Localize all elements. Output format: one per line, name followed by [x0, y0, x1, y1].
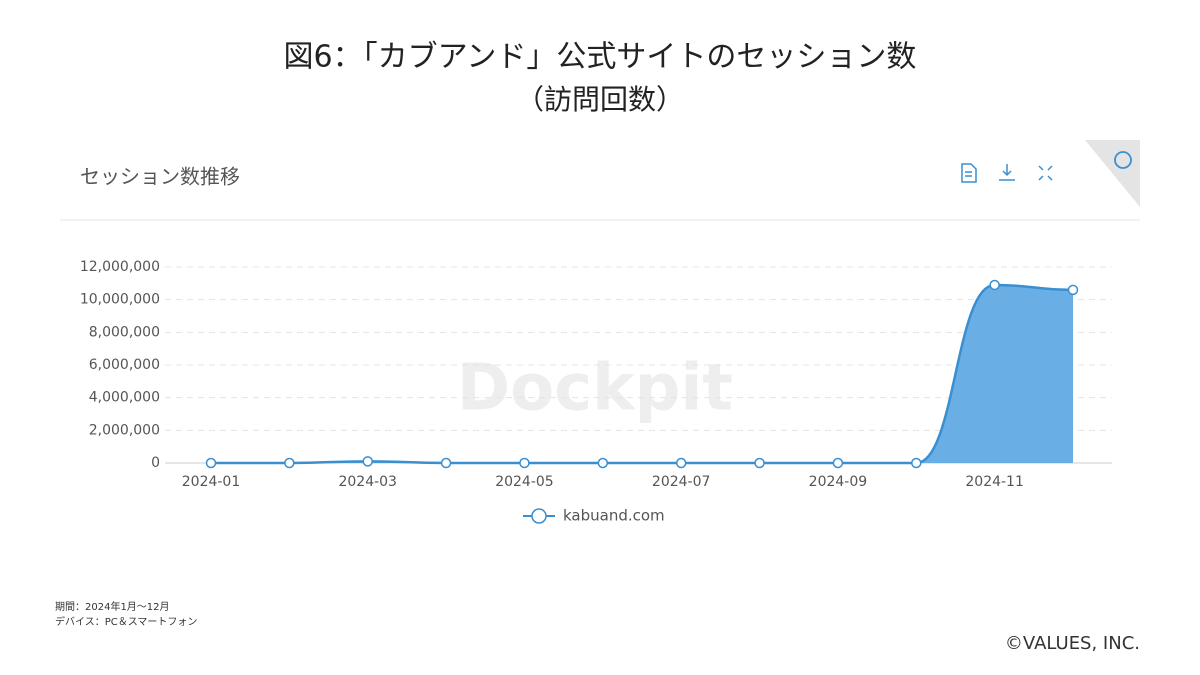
- point: [1067, 284, 1079, 296]
- y-tick-label: 0: [151, 455, 160, 471]
- y-tick-label: 4,000,000: [89, 390, 160, 406]
- note: 期間：2024年1月～12月: [55, 600, 170, 613]
- x-tick-label: 2024-09: [809, 474, 868, 490]
- subtitle: （訪問回数）: [516, 83, 684, 116]
- y-tick-label: 8,000,000: [89, 324, 160, 340]
- watermark: Dockpit: [457, 352, 733, 426]
- y-tick-label: 10,000,000: [80, 292, 160, 308]
- point: [832, 457, 844, 469]
- x-tick-label: 2024-03: [338, 474, 397, 490]
- point: [519, 457, 530, 469]
- y-tick-label: 12,000,000: [80, 259, 160, 275]
- point: [911, 457, 922, 469]
- corner-icon[interactable]: [1114, 151, 1132, 169]
- point: [205, 457, 217, 469]
- icon-report[interactable]: [961, 163, 977, 183]
- point: [440, 457, 452, 469]
- point: [754, 457, 765, 469]
- point: [989, 279, 1000, 291]
- point: [675, 457, 687, 469]
- legend-marker: [531, 508, 547, 524]
- x-tick-label: 2024-11: [965, 474, 1024, 490]
- corner: [1085, 140, 1140, 207]
- x-tick-label: 2024-01: [182, 474, 241, 490]
- area: [211, 284, 1073, 463]
- y-tick-label: 6,000,000: [89, 357, 160, 373]
- x-tick-label: 2024-07: [652, 474, 711, 490]
- point: [284, 457, 295, 469]
- toolbar: [961, 163, 1053, 183]
- x-tick-label: 2024-05: [495, 474, 554, 490]
- point: [362, 456, 373, 467]
- icon-download[interactable]: [999, 164, 1015, 181]
- copyright: ©VALUES, INC.: [1005, 633, 1140, 654]
- legend-label: kabuand.com: [563, 507, 665, 525]
- point: [597, 457, 609, 469]
- title: 図6：「カブアンド」公式サイトのセッション数: [284, 40, 917, 75]
- note: デバイス：PC＆スマートフォン: [55, 615, 197, 628]
- icon-expand[interactable]: [1038, 165, 1053, 181]
- y-tick-label: 2,000,000: [89, 422, 160, 438]
- panel-title: セッション数推移: [80, 165, 240, 189]
